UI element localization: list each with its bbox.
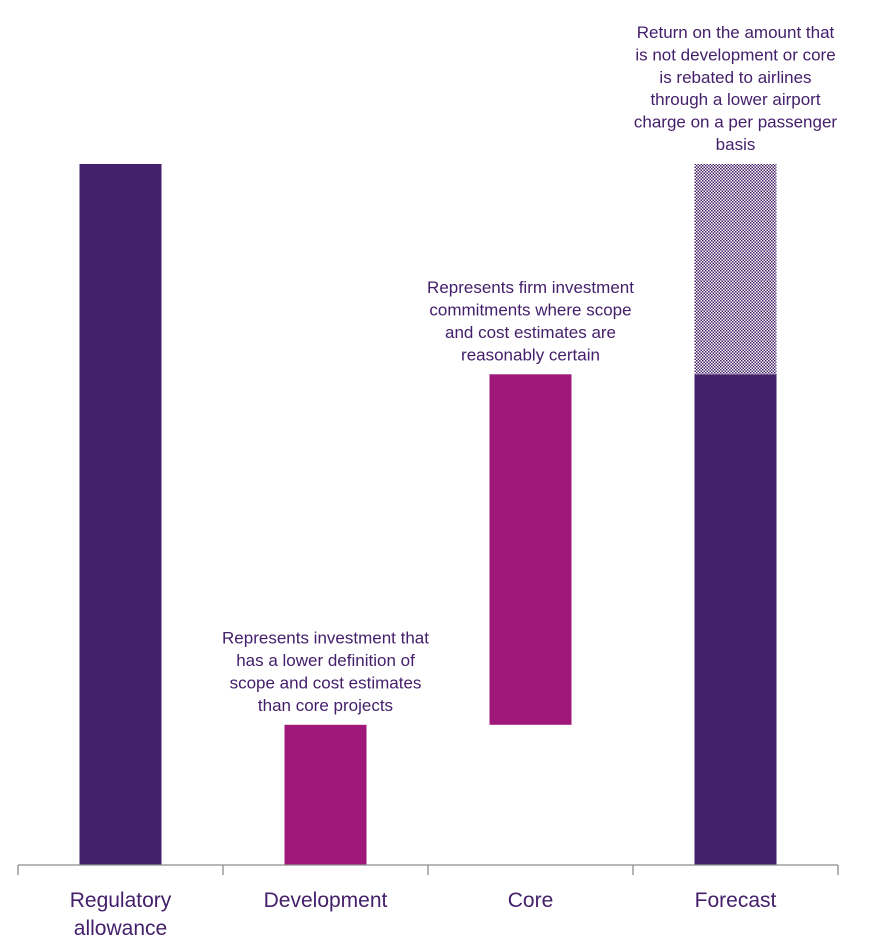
tick-label-forecast: Forecast [695,889,777,912]
annotation-line: Return on the amount that [637,23,835,42]
category-labels: Regulatory allowance Development Core Foreca… [70,889,777,940]
tick-label-line: Forecast [695,889,777,912]
tick-label-line: Development [264,889,388,912]
bar-core-2 [489,374,572,725]
bar-forecast-3 [694,374,777,865]
tick-label-development: Development [264,889,388,912]
annotation-line: has a lower definition of [236,651,415,670]
tick-label-regulatory: Regulatory allowance [70,889,172,940]
annotation-development: Represents investment that has a lower de… [222,629,429,715]
tick-label-line: Regulatory [70,889,172,912]
tick-label-core: Core [508,889,554,912]
annotation-line: Represents investment that [222,629,429,648]
annotation-line: charge on a per passenger [634,113,838,132]
bar-regulatory-0 [79,164,162,865]
annotation-line: reasonably certain [461,345,600,364]
annotation-line: is rebated to airlines [659,68,811,87]
tick-label-line: allowance [74,917,167,940]
annotation-line: through a lower airport [650,90,820,109]
annotation-line: and cost estimates are [445,323,616,342]
annotation-line: than core projects [258,696,393,715]
bar-forecast-rebate-4 [694,164,777,375]
annotation-line: scope and cost estimates [230,673,422,692]
bar-development-1 [284,724,367,865]
annotation-line: Represents firm investment [427,278,634,297]
annotation-line: basis [716,135,756,154]
tick-label-line: Core [508,889,554,912]
annotation-core: Represents firm investment commitments wh… [427,278,634,364]
annotations: Represents investment that has a lower de… [222,23,837,715]
annotation-line: is not development or core [635,45,835,64]
annotation-line: commitments where scope [429,301,631,320]
annotation-forecast: Return on the amount that is not developm… [634,23,838,154]
bars-group [79,164,777,865]
x-axis [17,864,839,875]
